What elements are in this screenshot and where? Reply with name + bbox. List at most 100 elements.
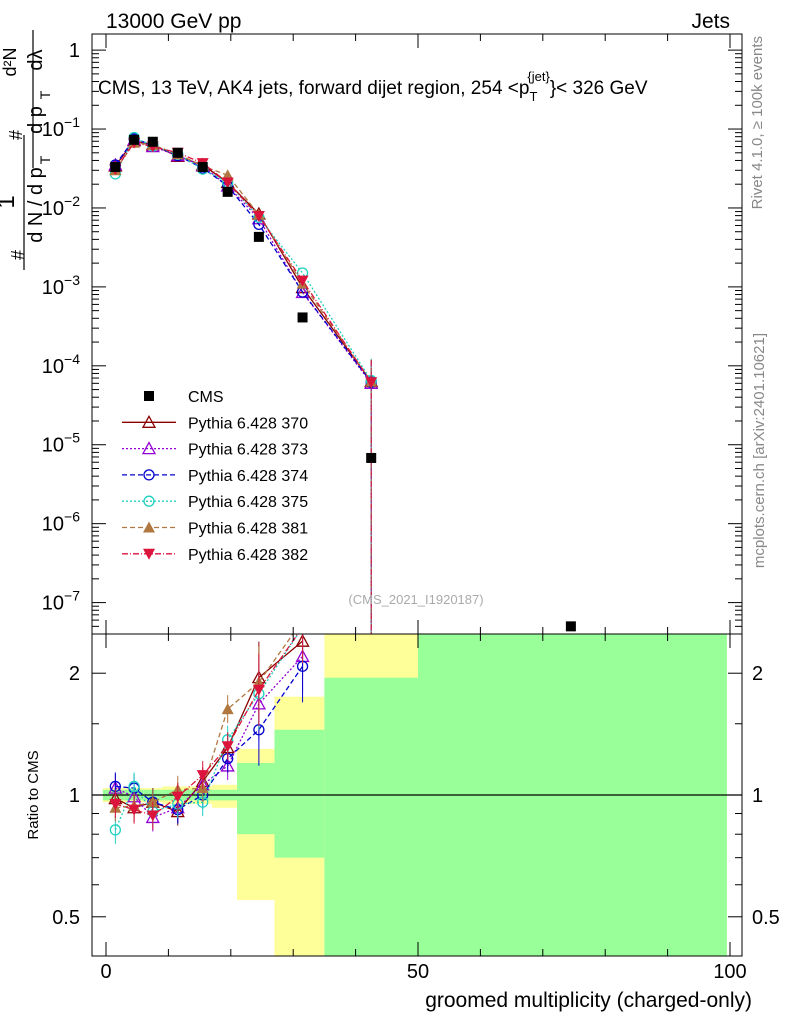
legend-marker: [143, 495, 155, 507]
series-point: [221, 169, 234, 181]
legend-item: Pythia 6.428 374: [122, 468, 308, 485]
ratio-point: [221, 741, 234, 753]
main-ytick-label: 10−1: [42, 114, 80, 141]
ratio-ytick-label-right: 1: [752, 785, 763, 807]
ylabel-hash2: #: [6, 130, 26, 140]
legend-item: Pythia 6.428 382: [122, 547, 308, 564]
main-frame: [91, 33, 743, 635]
ylabel-hash: #: [8, 250, 28, 260]
mcplots-label: mcplots.cern.ch [arXiv:2401.10621]: [751, 333, 768, 568]
legend: CMS Pythia 6.428 370 Pythia 6.428 373 Pythi…: [122, 389, 308, 564]
series-line: [114, 142, 372, 383]
main-ytick-label: 10−2: [42, 193, 80, 220]
series-line: [114, 139, 372, 384]
ratio-point: [109, 799, 122, 811]
ratio-point: [252, 684, 265, 696]
ratio-ytick-label: 1: [69, 785, 80, 807]
series-cms: [110, 134, 576, 632]
ylabel-d2n: d²N: [0, 47, 20, 76]
legend-label: Pythia 6.428 374: [188, 468, 308, 485]
data-point: [147, 136, 158, 147]
ratio-band-inner: [237, 762, 275, 835]
data-point: [565, 621, 576, 632]
x-axis-label: groomed multiplicity (charged-only): [425, 989, 752, 1012]
ratio-line: [115, 634, 299, 817]
ratio-point: [297, 614, 309, 625]
series-line: [114, 142, 372, 383]
data-point: [197, 162, 208, 173]
main-panel: 1 10−1 10−2 10−3 10−4 10−5 10−6 10−7: [42, 33, 743, 635]
series-point: [296, 275, 309, 287]
xtick-label: 50: [407, 961, 429, 983]
main-ytick-label: 10−7: [42, 588, 80, 615]
main-ytick-label: 1: [69, 40, 80, 62]
ratio-point: [146, 810, 159, 822]
ylabel-t-sub: T: [37, 155, 53, 164]
xtick-label: 100: [713, 961, 746, 983]
ratio-ytick-label-right: 2: [752, 663, 763, 685]
ylabel-dlambda: dλ: [25, 49, 47, 70]
main-ytick-label: 10−6: [42, 509, 80, 536]
legend-label: Pythia 6.428 381: [188, 521, 308, 538]
series-line: [114, 136, 372, 381]
legend-marker: [143, 469, 155, 481]
header-left: 13000 GeV pp: [106, 10, 241, 33]
ratio-point: [109, 824, 122, 836]
ylabel-dn-dpt: d N / d p: [25, 167, 47, 243]
ratio-series-group: [108, 614, 310, 844]
xtick-label: 0: [100, 961, 111, 983]
ylabel-dpt: d p: [25, 106, 47, 134]
legend-item: Pythia 6.428 375: [122, 494, 308, 511]
main-ytick-label: 10−5: [42, 430, 80, 457]
main-ytick-label: 10−4: [42, 351, 80, 378]
ylabel-t-sub2: T: [37, 90, 53, 99]
data-point: [253, 231, 264, 242]
ratio-band-inner: [324, 677, 418, 956]
data-point: [110, 162, 121, 173]
ratio-point: [171, 791, 184, 803]
series-point: [365, 377, 378, 389]
ratio-band-inner: [274, 729, 325, 858]
data-point: [129, 134, 140, 145]
legend-marker: [144, 391, 154, 401]
series-line: [114, 138, 372, 383]
ylabel-one: 1: [0, 195, 20, 208]
legend-item: CMS: [144, 389, 224, 406]
legend-label: Pythia 6.428 382: [188, 547, 308, 564]
series-point: [221, 177, 234, 189]
legend-label: CMS: [188, 389, 224, 406]
ratio-point: [298, 622, 308, 632]
legend-label: Pythia 6.428 373: [188, 442, 308, 459]
chart-title: CMS, 13 TeV, AK4 jets, forward dijet reg…: [98, 69, 648, 104]
ratio-point: [221, 703, 234, 715]
ratio-point: [297, 622, 309, 633]
ratio-panel: 0.5 0.5 1 1 2 2 0 50 100: [52, 614, 780, 983]
ratio-y-axis-label: Ratio to CMS: [25, 750, 42, 839]
legend-marker: [141, 414, 157, 428]
ratio-point: [128, 804, 141, 816]
ratio-ytick-label-right: 0.5: [752, 907, 780, 929]
data-point: [172, 147, 183, 158]
watermark: (CMS_2021_I1920187): [348, 592, 483, 607]
ratio-line: [115, 665, 304, 811]
legend-item: Pythia 6.428 370: [122, 414, 308, 432]
legend-label: Pythia 6.428 375: [188, 494, 308, 511]
rivet-label: Rivet 4.1.0, ≥ 100k events: [749, 36, 766, 209]
legend-marker: [143, 548, 155, 560]
ratio-ytick-label: 0.5: [52, 907, 80, 929]
main-y-axis-label: 1 # d N / d p T # d²N d p Tdλ: [0, 30, 53, 270]
data-point: [222, 186, 233, 197]
ratio-point: [128, 780, 140, 793]
series-line: [114, 140, 372, 383]
ratio-line: [115, 656, 304, 819]
ratio-point: [196, 770, 209, 782]
main-ytick-label: 10−3: [42, 272, 80, 299]
data-point: [366, 452, 377, 463]
data-point: [297, 312, 308, 323]
series-point: [252, 211, 265, 223]
ratio-series-s382: [109, 622, 309, 830]
legend-item: Pythia 6.428 373: [122, 441, 308, 459]
legend-item: Pythia 6.428 381: [122, 521, 308, 538]
header-right: Jets: [691, 10, 730, 33]
